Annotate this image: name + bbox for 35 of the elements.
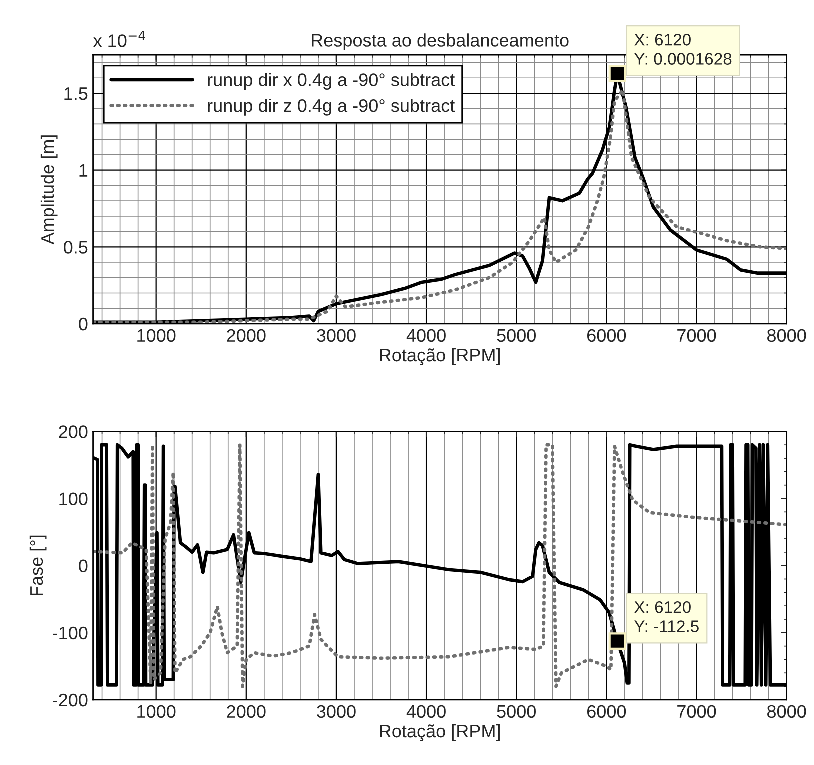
x-tick-label: 7000 (678, 705, 716, 718)
y-tick-label: 1 (80, 164, 88, 177)
y-tick-label: -100 (53, 626, 88, 640)
y-axis-title: Fase [°] (30, 536, 47, 596)
x-tick-label: 5000 (497, 329, 536, 342)
legend-label: runup dir z 0.4g a -90° subtract (208, 98, 455, 116)
y-tick-label: 100 (60, 492, 88, 506)
x-tick-label: 2000 (227, 329, 266, 342)
x-tick-label: 8000 (768, 705, 806, 718)
x-tick-label: 6000 (588, 329, 626, 342)
x-tick-label: 6000 (588, 705, 626, 718)
y-tick-label: 0 (79, 560, 88, 573)
y-tick-label: 0.5 (64, 241, 88, 254)
y-tick-label: 200 (59, 426, 88, 438)
x-tick-label: 8000 (768, 329, 806, 342)
y-tick-label: 1.5 (64, 88, 88, 100)
chart-title: Resposta ao desbalanceamento (312, 34, 569, 50)
x-tick-label: 7000 (678, 329, 716, 342)
x-tick-label: 3000 (317, 329, 356, 342)
x-tick-label: 1000 (138, 329, 176, 342)
y-axis-title: Amplitude [m] (40, 136, 58, 245)
annotation: X: 6120 Y: 0.0001628 (634, 34, 732, 65)
x-tick-label: 5000 (497, 705, 536, 718)
text: x 10$^{−4}$ (93, 31, 146, 48)
x-tick-label: 3000 (317, 705, 356, 718)
x-tick-label: 2000 (227, 705, 266, 718)
x-tick-label: 4000 (406, 329, 446, 342)
x-axis-title: Rotação [RPM] (380, 724, 500, 742)
x-tick-label: 4000 (406, 705, 446, 718)
y-tick-label: -200 (53, 694, 88, 707)
x-tick-label: 1000 (138, 705, 176, 718)
legend-label: runup dir x 0.4g a -90° subtract (208, 73, 455, 90)
annotation: X: 6120 Y: -112.5 (634, 601, 699, 632)
y-tick-label: 0 (79, 318, 88, 331)
x-axis-title: Rotação [RPM] (380, 348, 500, 366)
